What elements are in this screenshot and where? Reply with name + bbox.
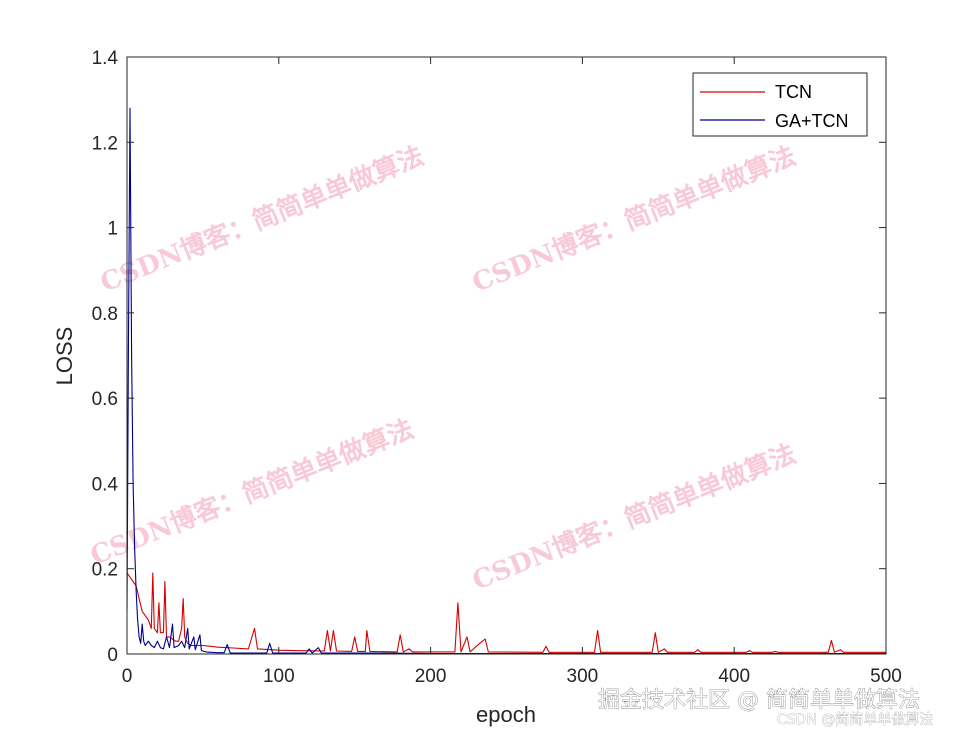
- legend-label-tcn: TCN: [775, 82, 812, 102]
- y-tick-label: 1: [107, 219, 118, 240]
- x-tick-label: 100: [263, 666, 295, 687]
- y-tick-label: 0.8: [92, 304, 118, 325]
- legend: TCN GA+TCN: [692, 72, 868, 137]
- y-tick-label: 0.4: [92, 474, 119, 495]
- x-tick-label: 400: [718, 666, 750, 687]
- y-tick-label: 0: [107, 645, 118, 666]
- y-tick-label: 1.4: [92, 48, 119, 69]
- legend-box: [692, 72, 868, 137]
- y-tick-label: 1.2: [92, 133, 118, 154]
- y-axis-label: LOSS: [52, 327, 77, 386]
- x-axis-label: epoch: [476, 702, 536, 727]
- legend-label-ga-tcn: GA+TCN: [775, 111, 849, 131]
- ticks-layer: 0 100 200 300 400 500 0 0.2 0.4 0.6 0.8 1 1.2 1.4: [92, 48, 902, 687]
- footer-credit-juejin: 掘金技术社区 @ 简简单单做算法: [598, 688, 920, 713]
- x-tick-label: 200: [415, 666, 447, 687]
- series-layer: [126, 107, 886, 655]
- footer-credit-csdn: CSDN @简简单单做算法: [777, 711, 933, 728]
- axes-box: [126, 56, 887, 655]
- x-tick-label: 0: [122, 666, 133, 687]
- y-tick-label: 0.6: [92, 389, 118, 410]
- series-line-ga-tcn: [126, 107, 886, 655]
- y-tick-label: 0.2: [92, 560, 118, 581]
- x-tick-label: 300: [567, 666, 599, 687]
- series-line-tcn: [126, 572, 886, 653]
- x-tick-label: 500: [870, 666, 902, 687]
